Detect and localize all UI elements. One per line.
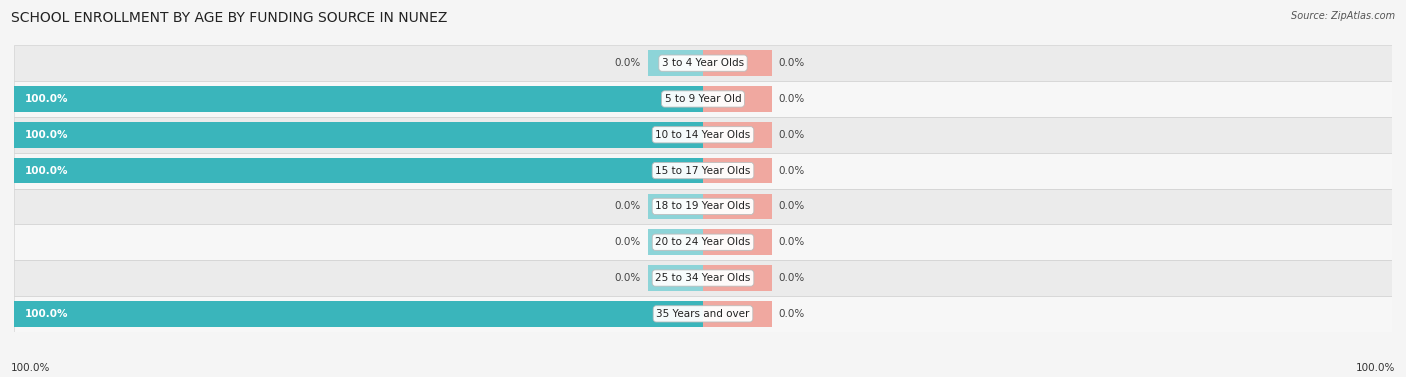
Text: 0.0%: 0.0% — [614, 58, 641, 68]
Text: 20 to 24 Year Olds: 20 to 24 Year Olds — [655, 237, 751, 247]
Text: 5 to 9 Year Old: 5 to 9 Year Old — [665, 94, 741, 104]
Text: 100.0%: 100.0% — [24, 130, 67, 140]
Bar — [703, 229, 772, 255]
Bar — [703, 122, 772, 148]
Bar — [648, 229, 703, 255]
Text: 15 to 17 Year Olds: 15 to 17 Year Olds — [655, 166, 751, 176]
Text: 100.0%: 100.0% — [1355, 363, 1395, 373]
Text: 100.0%: 100.0% — [24, 94, 67, 104]
Bar — [648, 193, 703, 219]
Text: 0.0%: 0.0% — [614, 201, 641, 211]
Bar — [14, 260, 1392, 296]
Bar — [703, 193, 772, 219]
Text: 0.0%: 0.0% — [779, 201, 806, 211]
Text: 0.0%: 0.0% — [779, 237, 806, 247]
Bar — [14, 45, 1392, 81]
Text: 0.0%: 0.0% — [779, 130, 806, 140]
Text: 0.0%: 0.0% — [779, 309, 806, 319]
Bar — [703, 265, 772, 291]
Text: 0.0%: 0.0% — [779, 166, 806, 176]
Bar — [14, 296, 1392, 332]
Bar — [14, 86, 703, 112]
Bar — [14, 188, 1392, 224]
Text: 25 to 34 Year Olds: 25 to 34 Year Olds — [655, 273, 751, 283]
Text: SCHOOL ENROLLMENT BY AGE BY FUNDING SOURCE IN NUNEZ: SCHOOL ENROLLMENT BY AGE BY FUNDING SOUR… — [11, 11, 447, 25]
Text: 100.0%: 100.0% — [24, 166, 67, 176]
Bar — [703, 301, 772, 327]
Bar — [703, 158, 772, 184]
Text: Source: ZipAtlas.com: Source: ZipAtlas.com — [1291, 11, 1395, 21]
Text: 10 to 14 Year Olds: 10 to 14 Year Olds — [655, 130, 751, 140]
Bar — [648, 50, 703, 76]
Text: 3 to 4 Year Olds: 3 to 4 Year Olds — [662, 58, 744, 68]
Bar — [14, 153, 1392, 188]
Text: 100.0%: 100.0% — [11, 363, 51, 373]
Bar — [14, 122, 703, 148]
Bar — [14, 224, 1392, 260]
Text: 0.0%: 0.0% — [779, 58, 806, 68]
Bar — [14, 158, 703, 184]
Text: 0.0%: 0.0% — [614, 237, 641, 247]
Bar — [14, 81, 1392, 117]
Bar — [14, 117, 1392, 153]
Text: 0.0%: 0.0% — [779, 273, 806, 283]
Bar — [703, 86, 772, 112]
Bar — [703, 50, 772, 76]
Text: 0.0%: 0.0% — [779, 94, 806, 104]
Text: 18 to 19 Year Olds: 18 to 19 Year Olds — [655, 201, 751, 211]
Text: 100.0%: 100.0% — [24, 309, 67, 319]
Text: 0.0%: 0.0% — [614, 273, 641, 283]
Text: 35 Years and over: 35 Years and over — [657, 309, 749, 319]
Bar — [648, 265, 703, 291]
Bar — [14, 301, 703, 327]
